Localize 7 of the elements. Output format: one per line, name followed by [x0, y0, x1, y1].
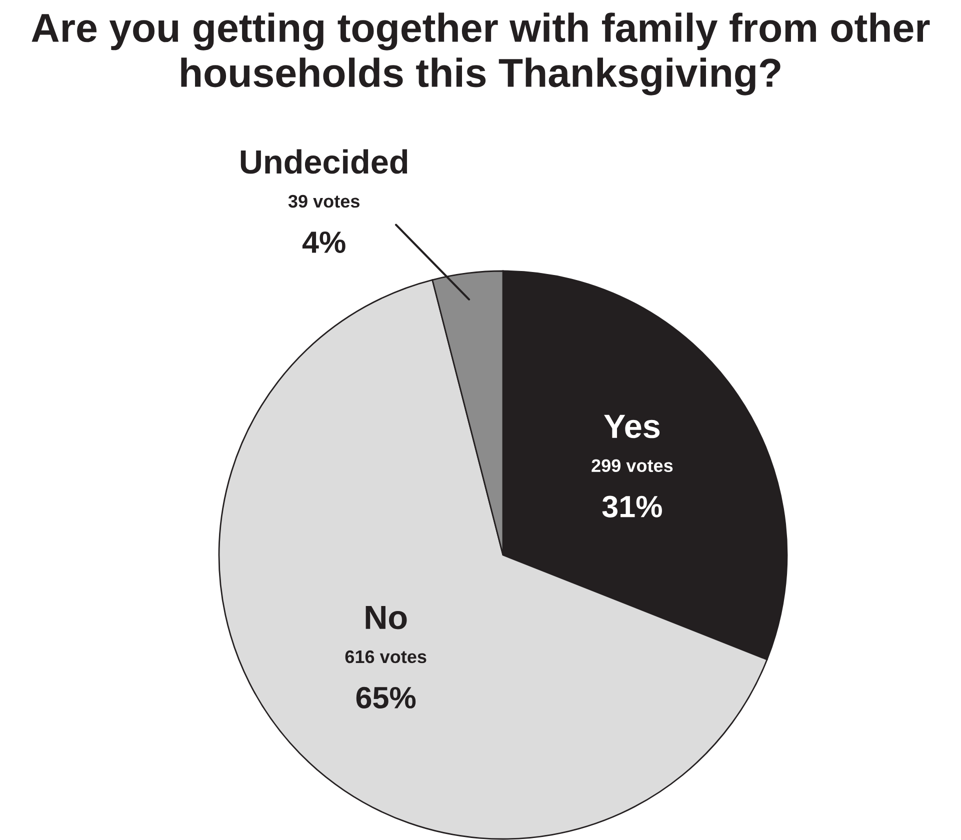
- slice-label: Yes: [604, 414, 660, 438]
- chart-title: Are you getting together with family from other households this Thanksgiving?: [32, 12, 930, 96]
- text: 39 votes 4%: [288, 194, 360, 253]
- slice-label: No: [366, 606, 407, 630]
- text: 616 votes 65%: [345, 650, 426, 708]
- text: 299 votes 31%: [592, 459, 673, 518]
- slice-label: Undecided: [240, 149, 408, 174]
